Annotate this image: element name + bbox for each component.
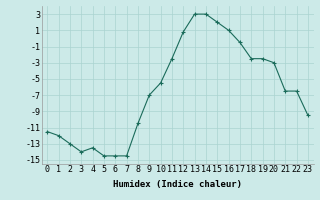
X-axis label: Humidex (Indice chaleur): Humidex (Indice chaleur) (113, 180, 242, 189)
